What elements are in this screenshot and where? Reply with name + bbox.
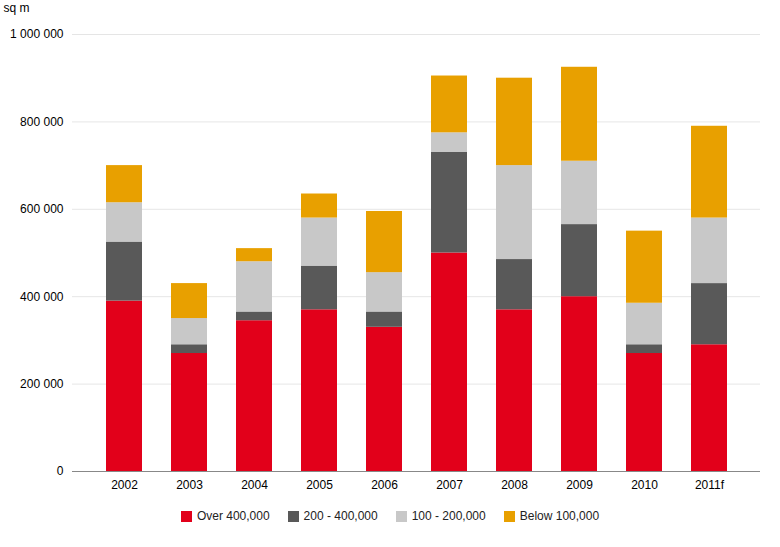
html-text:Over 400,000: Over 400,000 [196, 509, 270, 523]
html-text:Below 100,000: Below 100,000 [519, 509, 600, 523]
svg-text:sq m: sq m [4, 1, 30, 15]
svg-text:2004: 2004 [241, 478, 268, 492]
svg-text:2010: 2010 [631, 478, 658, 492]
svg-text:2002: 2002 [111, 478, 138, 492]
svg-text:800 000: 800 000 [20, 115, 64, 129]
svg-text:1 000 000: 1 000 000 [10, 27, 64, 41]
svg-text:2007: 2007 [436, 478, 463, 492]
svg-text:2009: 2009 [566, 478, 593, 492]
svg-text:2003: 2003 [176, 478, 203, 492]
svg-text:2011f: 2011f [695, 478, 725, 492]
html-text:200 - 400,000: 200 - 400,000 [303, 509, 378, 523]
html-text:100 - 200,000: 100 - 200,000 [411, 509, 486, 523]
svg-text:2008: 2008 [501, 478, 528, 492]
svg-text:400 000: 400 000 [20, 290, 64, 304]
svg-text:200 000: 200 000 [20, 377, 64, 391]
svg-text:2006: 2006 [371, 478, 398, 492]
svg-text:2005: 2005 [306, 478, 333, 492]
svg-text:0: 0 [57, 464, 64, 478]
svg-text:600 000: 600 000 [20, 202, 64, 216]
